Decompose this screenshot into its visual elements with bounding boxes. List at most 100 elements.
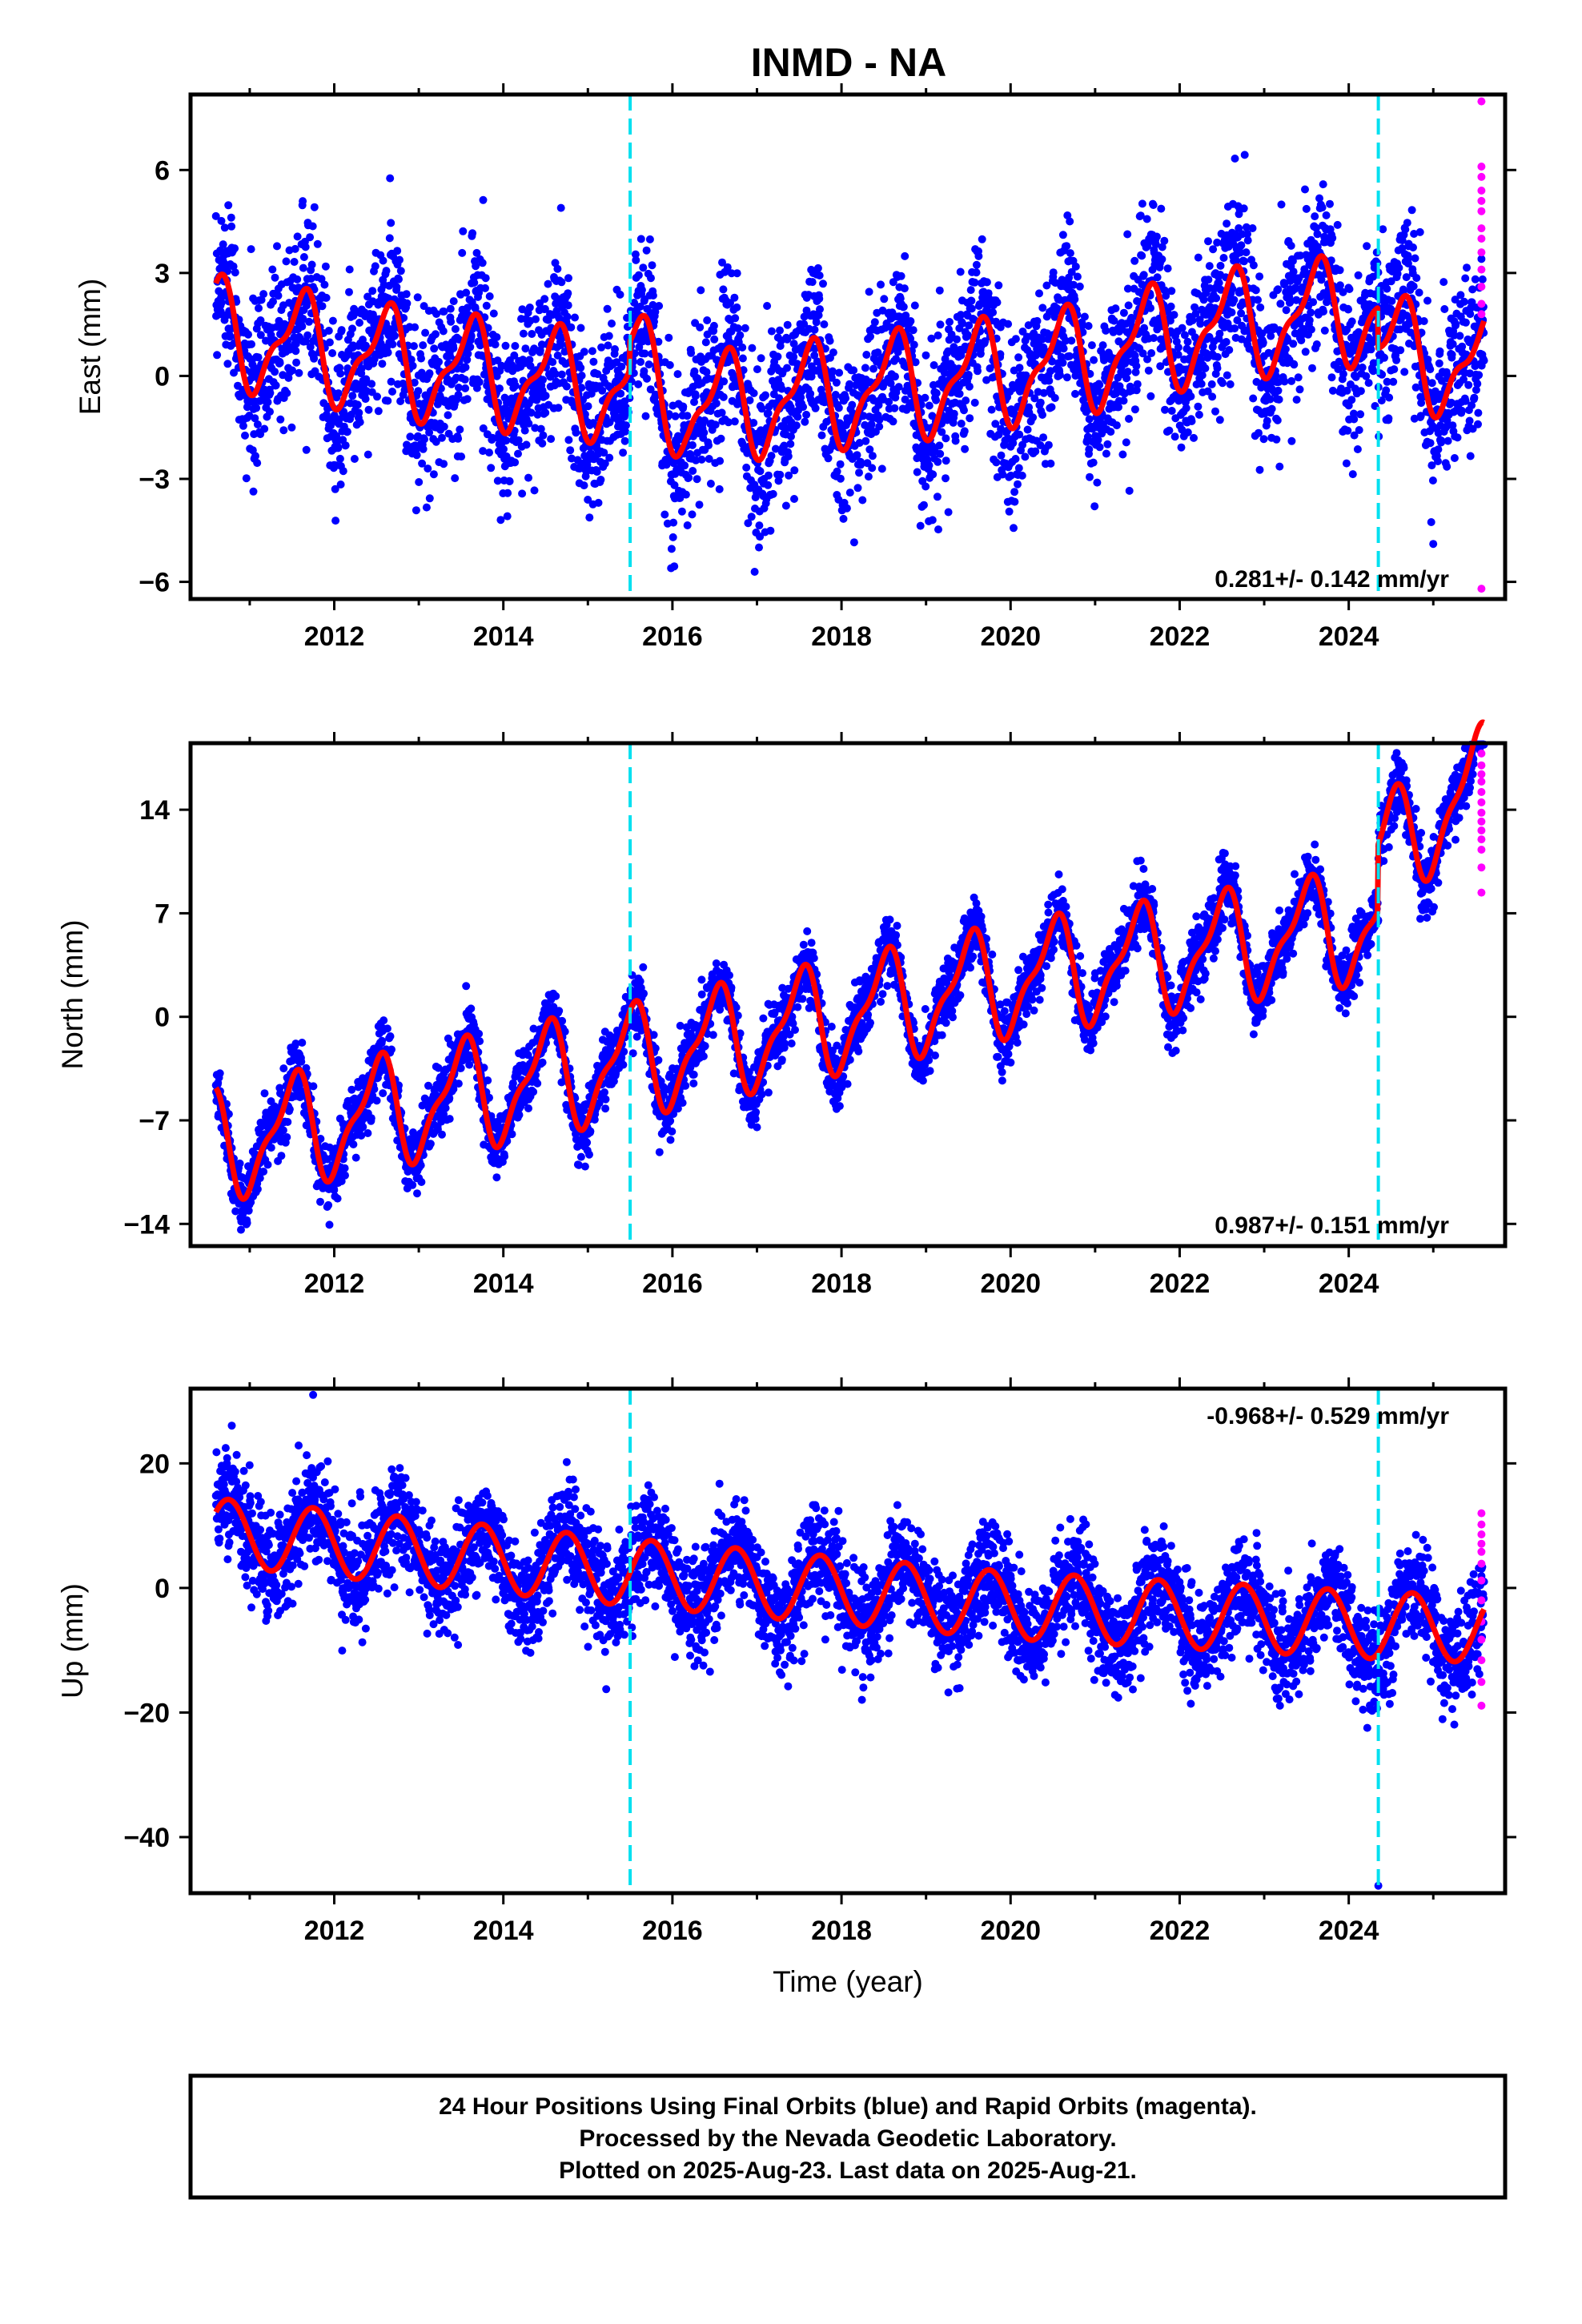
east-point bbox=[263, 398, 272, 407]
east-point bbox=[858, 496, 867, 505]
x-tick-label: 2016 bbox=[642, 621, 703, 652]
east-point bbox=[967, 304, 976, 313]
east-point bbox=[1225, 346, 1234, 354]
east-point bbox=[388, 388, 396, 396]
east-point bbox=[226, 332, 234, 341]
east-point bbox=[928, 516, 937, 525]
east-point bbox=[956, 267, 965, 276]
east-point bbox=[301, 243, 310, 251]
east-point bbox=[420, 435, 428, 444]
east-point bbox=[769, 489, 777, 498]
east-point bbox=[464, 349, 472, 358]
east-point bbox=[1429, 540, 1438, 549]
east-point bbox=[1011, 455, 1020, 463]
east-point bbox=[916, 521, 925, 530]
east-point bbox=[1147, 349, 1156, 357]
east-rapid-point bbox=[1477, 163, 1486, 171]
east-point bbox=[567, 323, 576, 332]
east-point bbox=[705, 441, 713, 450]
east-point bbox=[841, 394, 850, 403]
east-point bbox=[288, 366, 297, 375]
east-point bbox=[842, 504, 851, 513]
east-point bbox=[325, 338, 334, 347]
east-point bbox=[320, 280, 329, 289]
east-point bbox=[920, 501, 928, 509]
east-point bbox=[584, 402, 592, 411]
east-point bbox=[1010, 524, 1018, 533]
east-point bbox=[605, 453, 614, 462]
east-point bbox=[505, 477, 514, 485]
east-point bbox=[266, 388, 275, 397]
east-point bbox=[251, 414, 259, 423]
east-point bbox=[1319, 180, 1327, 189]
east-point bbox=[336, 480, 345, 489]
east-point bbox=[231, 268, 239, 277]
east-point bbox=[553, 264, 562, 273]
east-point bbox=[1186, 392, 1195, 400]
east-point bbox=[783, 364, 791, 372]
east-point bbox=[1309, 298, 1318, 307]
east-rapid-point bbox=[1477, 224, 1486, 233]
east-point bbox=[475, 378, 484, 387]
east-point bbox=[1465, 416, 1474, 425]
east-point bbox=[249, 487, 258, 496]
east-point bbox=[503, 512, 512, 521]
east-point bbox=[1036, 398, 1045, 407]
east-point bbox=[299, 315, 307, 323]
east-point bbox=[242, 474, 251, 483]
east-point bbox=[1364, 379, 1373, 388]
east-point bbox=[1010, 497, 1019, 506]
east-point bbox=[616, 290, 624, 299]
east-point bbox=[681, 490, 690, 499]
east-point bbox=[355, 319, 363, 327]
east-point bbox=[335, 415, 343, 424]
east-point bbox=[1014, 480, 1022, 489]
east-point bbox=[335, 454, 344, 463]
east-rapid-point bbox=[1477, 235, 1486, 243]
east-point bbox=[1144, 366, 1153, 375]
north-point bbox=[253, 1184, 262, 1193]
east-point bbox=[324, 327, 333, 335]
east-point bbox=[538, 439, 547, 448]
east-point bbox=[603, 304, 612, 313]
east-point bbox=[1411, 254, 1419, 263]
east-point bbox=[733, 324, 742, 332]
east-point bbox=[1242, 248, 1251, 257]
east-point bbox=[1407, 206, 1416, 215]
east-point bbox=[252, 404, 261, 412]
east-point bbox=[665, 333, 673, 342]
east-point bbox=[275, 359, 284, 368]
east-point bbox=[909, 326, 917, 335]
east-point bbox=[435, 357, 443, 366]
east-point bbox=[1095, 443, 1104, 452]
east-point bbox=[1163, 264, 1172, 273]
east-point bbox=[1478, 275, 1487, 283]
east-point bbox=[299, 253, 308, 261]
east-point bbox=[468, 229, 477, 238]
east-point bbox=[371, 262, 379, 271]
east-point bbox=[511, 381, 520, 390]
east-point bbox=[532, 315, 540, 324]
east-point bbox=[1118, 450, 1127, 459]
east-point bbox=[274, 292, 283, 300]
east-point bbox=[1149, 201, 1158, 209]
east-rapid-point bbox=[1477, 300, 1486, 308]
y-tick-label: 3 bbox=[155, 259, 170, 289]
east-point bbox=[511, 458, 520, 467]
east-point bbox=[1062, 373, 1071, 382]
east-point bbox=[789, 352, 798, 361]
east-point bbox=[487, 464, 496, 472]
east-point bbox=[934, 331, 942, 340]
north-point bbox=[263, 1160, 272, 1169]
east-point bbox=[331, 517, 340, 525]
east-point bbox=[548, 358, 557, 367]
east-point bbox=[1326, 199, 1334, 208]
east-point bbox=[1339, 370, 1347, 378]
east-point bbox=[322, 293, 331, 302]
east-point bbox=[1033, 316, 1042, 325]
east-point bbox=[951, 436, 960, 445]
east-point bbox=[556, 203, 565, 212]
east-point bbox=[730, 293, 739, 302]
east-point bbox=[790, 495, 798, 503]
east-point bbox=[541, 392, 550, 400]
